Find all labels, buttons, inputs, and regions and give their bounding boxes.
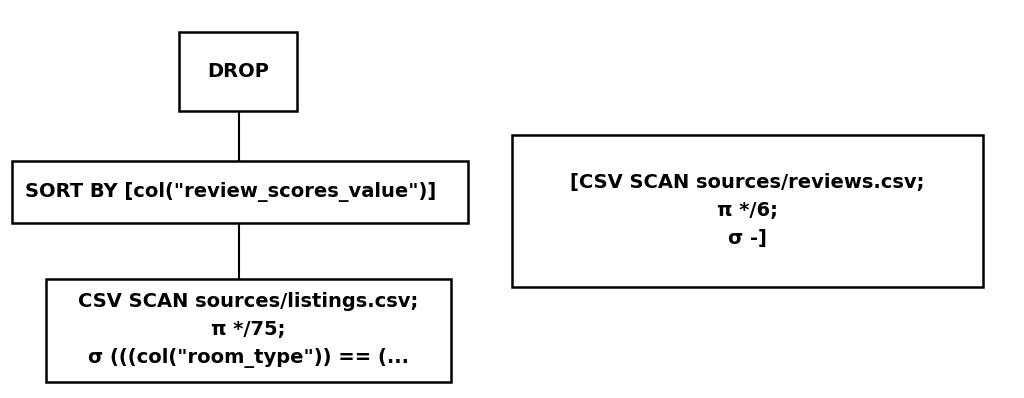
Text: CSV SCAN sources/listings.csv;
π */75;
σ (((col("room_type")) == (...: CSV SCAN sources/listings.csv; π */75; σ… — [78, 293, 419, 368]
Text: DROP: DROP — [207, 62, 269, 81]
FancyBboxPatch shape — [512, 135, 983, 287]
FancyBboxPatch shape — [179, 32, 297, 111]
Text: [CSV SCAN sources/reviews.csv;
π */6;
σ -]: [CSV SCAN sources/reviews.csv; π */6; σ … — [570, 174, 925, 248]
FancyBboxPatch shape — [12, 161, 468, 223]
Text: SORT BY [col("review_scores_value")]: SORT BY [col("review_scores_value")] — [25, 182, 436, 202]
FancyBboxPatch shape — [46, 279, 451, 382]
